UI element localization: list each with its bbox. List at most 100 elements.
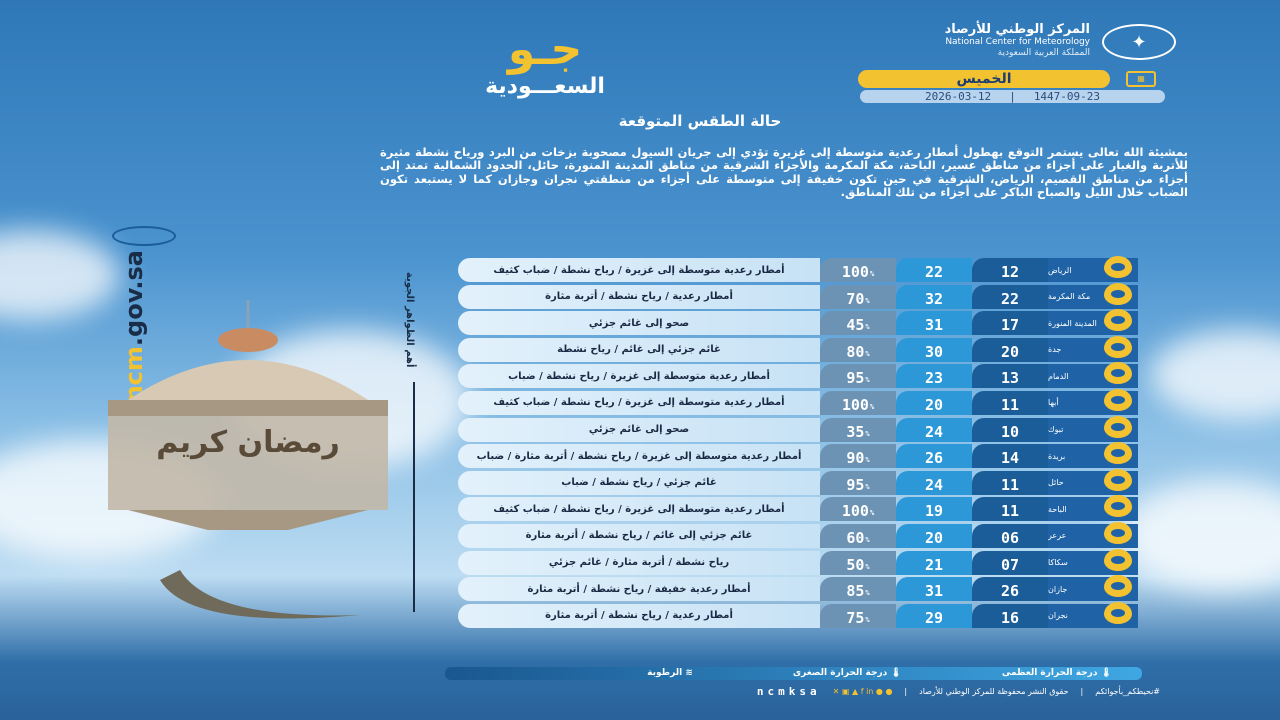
max-temp-cell: 29: [896, 603, 972, 628]
max-temp-value: 30: [924, 342, 944, 361]
humidity-value: 95: [846, 475, 865, 494]
humidity-cell: 75%: [820, 603, 896, 628]
min-temp-value: 13: [1000, 369, 1020, 388]
footer-separator: |: [904, 687, 908, 696]
min-temp-cell: 20: [972, 337, 1048, 362]
divider: [413, 382, 415, 612]
brand-main: جـو: [507, 24, 583, 75]
humidity-cell: 35%: [820, 417, 896, 442]
weather-description: أمطار رعدية متوسطة إلى غزيرة / رياح نشطة…: [458, 258, 820, 282]
max-temp-value: 23: [924, 369, 944, 388]
table-row: صحو إلى غائم جزئي 45% 31 17 المدينة المن…: [458, 309, 1166, 336]
percent-sign: %: [869, 509, 875, 518]
table-row: غائم جزئي / رياح نشطة / ضباب 95% 24 11 ح…: [458, 468, 1166, 495]
min-temp-cell: 11: [972, 497, 1048, 522]
max-temp-cell: 31: [896, 311, 972, 336]
humidity-cell: 45%: [820, 311, 896, 336]
section-title: حالة الطقس المتوقعة: [618, 112, 782, 130]
humidity-value: 75: [846, 608, 865, 627]
humidity-value: 100: [841, 263, 869, 281]
percent-sign: %: [865, 535, 870, 544]
phenomena-heading: أهم الظواهر الجوية: [404, 272, 424, 622]
max-temp-value: 31: [924, 582, 944, 601]
legend: 🌡 درجة الحرارة العظمى 🌡 درجة الحرارة الص…: [445, 667, 1142, 680]
table-row: أمطار رعدية متوسطة إلى غزيرة / رياح نشطة…: [458, 362, 1166, 389]
min-temp-cell: 06: [972, 523, 1048, 548]
min-temp-cell: 13: [972, 364, 1048, 389]
humidity-value: 35: [846, 422, 865, 441]
date-hijri: 1447-09-23: [1033, 90, 1101, 103]
max-temp-cell: 24: [896, 417, 972, 442]
date-separator: |: [1009, 90, 1016, 103]
max-temp-cell: 23: [896, 364, 972, 389]
weather-description: أمطار رعدية متوسطة إلى غزيرة / رياح نشطة…: [458, 497, 820, 522]
legend-min: 🌡 درجة الحرارة الصغرى: [792, 668, 902, 678]
humidity-cell: 100%: [820, 258, 896, 282]
footer: #نحيطكم_بأجوائكم | حقوق النشر محفوظة للم…: [450, 686, 1160, 698]
weather-description: غائم جزئي / رياح نشطة / ضباب: [458, 470, 820, 495]
table-row: غائم جزئي إلى غائم / رياح نشطة / أتربة م…: [458, 521, 1166, 548]
min-temp-cell: 12: [972, 258, 1048, 282]
min-temp-value: 17: [1000, 316, 1020, 335]
humidity-cell: 100%: [820, 390, 896, 415]
copyright: حقوق النشر محفوظة للمركز الوطني للأرصاد: [919, 687, 1069, 696]
social-handle[interactable]: ncmksa: [756, 685, 821, 698]
percent-sign: %: [865, 615, 870, 624]
weather-description: أمطار رعدية / رياح نشطة / أتربة مثارة: [458, 603, 820, 628]
humidity-cell: 100%: [820, 497, 896, 522]
cloud: [1150, 330, 1280, 420]
min-temp-value: 06: [1000, 528, 1020, 547]
ncm-logo: المركز الوطني للأرصاد National Center fo…: [945, 22, 1090, 59]
table-row: أمطار رعدية متوسطة إلى غزيرة / رياح نشطة…: [458, 442, 1166, 469]
humidity-cell: 95%: [820, 364, 896, 389]
table-row: أمطار رعدية خفيفة / رياح نشطة / أتربة مث…: [458, 575, 1166, 602]
table-row: أمطار رعدية متوسطة إلى غزيرة / رياح نشطة…: [458, 256, 1166, 282]
percent-sign: %: [865, 376, 870, 385]
cloud: [1120, 480, 1280, 590]
min-temp-value: 26: [1000, 582, 1020, 601]
min-temp-cell: 11: [972, 390, 1048, 415]
humidity-value: 60: [846, 528, 865, 547]
weather-description: أمطار رعدية متوسطة إلى غزيرة / رياح نشطة…: [458, 390, 820, 415]
max-temp-cell: 20: [896, 523, 972, 548]
table-row: صحو إلى غائم جزئي 35% 24 10 تبوك: [458, 415, 1166, 442]
max-temp-value: 24: [924, 422, 944, 441]
date-bar: 2026-03-12 | 1447-09-23: [860, 90, 1165, 103]
percent-sign: %: [865, 323, 870, 332]
percent-sign: %: [865, 456, 870, 465]
humidity-value: 90: [846, 449, 865, 468]
min-temp-value: 11: [1000, 502, 1020, 521]
weather-description: أمطار رعدية خفيفة / رياح نشطة / أتربة مث…: [458, 577, 820, 602]
max-temp-value: 21: [924, 555, 944, 574]
table-row: أمطار رعدية متوسطة إلى غزيرة / رياح نشطة…: [458, 495, 1166, 522]
humidity-cell: 60%: [820, 523, 896, 548]
min-temp-cell: 26: [972, 577, 1048, 602]
humidity-cell: 85%: [820, 577, 896, 602]
min-temp-cell: 07: [972, 550, 1048, 575]
ncm-emblem-icon: [112, 226, 176, 246]
weather-description: أمطار رعدية / رياح نشطة / أتربة مثارة: [458, 284, 820, 309]
max-temp-value: 20: [924, 395, 944, 414]
max-temp-value: 26: [924, 449, 944, 468]
org-name-ar: المركز الوطني للأرصاد: [944, 22, 1090, 37]
date-gregorian: 2026-03-12: [924, 90, 992, 103]
weather-description: غائم جزئي إلى غائم / رياح نشطة / أتربة م…: [458, 523, 820, 548]
max-temp-value: 29: [924, 608, 944, 627]
humidity-value: 80: [846, 342, 865, 361]
min-temp-value: 12: [1000, 263, 1020, 281]
max-temp-cell: 21: [896, 550, 972, 575]
weather-description: رياح نشطة / أتربة مثارة / غائم جزئي: [458, 550, 820, 575]
max-temp-cell: 26: [896, 444, 972, 469]
percent-sign: %: [865, 429, 870, 438]
social-icons[interactable]: ● ● f in ▲ ▣ ✕: [832, 687, 893, 696]
max-temp-value: 31: [924, 316, 944, 335]
min-temp-cell: 11: [972, 470, 1048, 495]
table-row: أمطار رعدية / رياح نشطة / أتربة مثارة 75…: [458, 601, 1166, 628]
max-temp-cell: 24: [896, 470, 972, 495]
saudi-emblem-icon: ✦: [1102, 24, 1176, 60]
day-label: الخميس: [858, 70, 1110, 88]
max-temp-cell: 20: [896, 390, 972, 415]
phenomena-label: أهم الظواهر الجوية: [404, 272, 415, 368]
min-temp-value: 20: [1000, 342, 1020, 361]
table-row: رياح نشطة / أتربة مثارة / غائم جزئي 50% …: [458, 548, 1166, 575]
